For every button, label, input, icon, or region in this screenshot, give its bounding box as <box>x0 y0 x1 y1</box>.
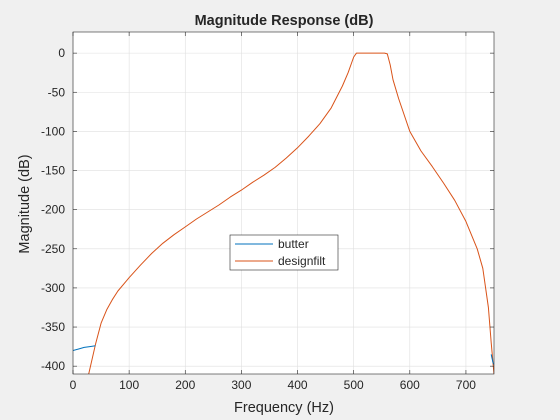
axes-box <box>72 31 495 375</box>
y-tick-labels: 0 -50 -100 -150 -200 -250 -300 -350 -400 <box>41 46 65 373</box>
x-tick-label: 300 <box>231 378 251 392</box>
x-tick-labels: 0 100 200 300 400 500 600 700 <box>70 378 477 392</box>
chart-title: Magnitude Response (dB) <box>195 13 374 29</box>
x-tick-label: 500 <box>344 378 364 392</box>
y-tick-label: -50 <box>48 85 66 99</box>
x-tick-label: 100 <box>119 378 139 392</box>
series-line-designfilt <box>88 52 494 374</box>
tick-marks <box>72 32 494 374</box>
x-tick-label: 0 <box>70 378 77 392</box>
x-tick-label: 700 <box>456 378 476 392</box>
y-tick-label: -350 <box>41 320 65 334</box>
legend-label-designfilt: designfilt <box>278 254 326 268</box>
y-axis-label: Magnitude (dB) <box>17 154 33 253</box>
y-tick-label: -100 <box>41 124 65 138</box>
series-line-butter <box>490 354 494 365</box>
x-tick-label: 600 <box>400 378 420 392</box>
y-tick-label: -300 <box>41 281 65 295</box>
legend-box <box>229 234 339 271</box>
y-tick-label: -400 <box>41 359 65 373</box>
series-layer <box>73 52 494 374</box>
y-tick-label: -250 <box>41 242 65 256</box>
x-tick-label: 200 <box>175 378 195 392</box>
legend[interactable]: butter designfilt <box>229 234 339 271</box>
x-axis-label: Frequency (Hz) <box>234 400 334 416</box>
y-tick-label: 0 <box>58 46 65 60</box>
y-tick-label: -150 <box>41 164 65 178</box>
x-tick-label: 400 <box>288 378 308 392</box>
plot-area <box>73 32 494 374</box>
y-tick-label: -200 <box>41 203 65 217</box>
series-line-butter <box>73 345 96 351</box>
legend-label-butter: butter <box>278 237 309 251</box>
